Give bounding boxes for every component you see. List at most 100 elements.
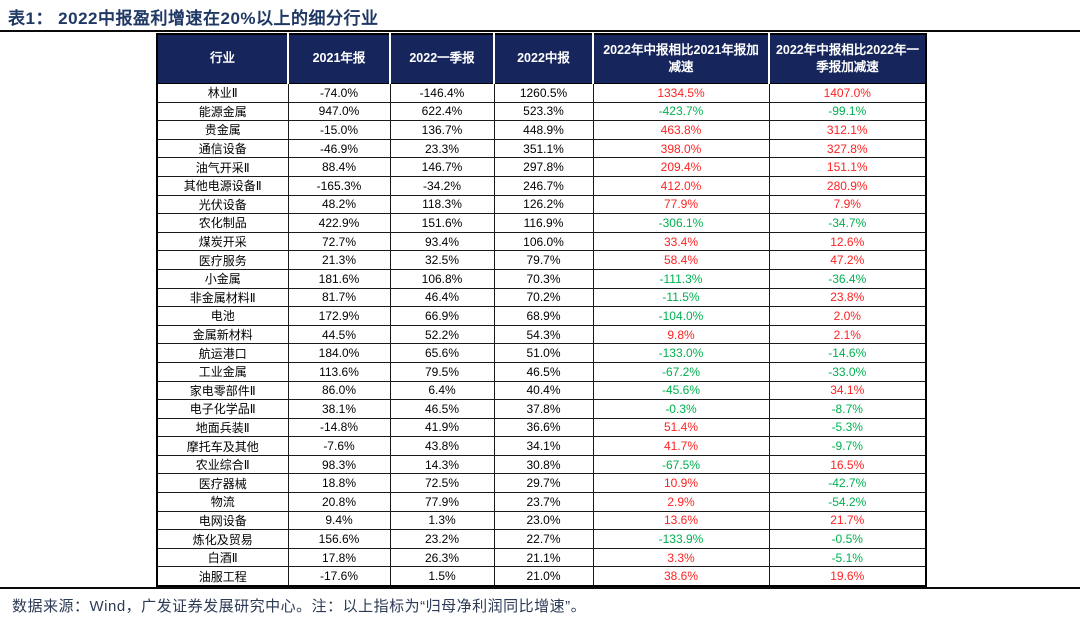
industry-cell: 物流 <box>156 492 289 512</box>
industry-cell: 煤炭开采 <box>156 231 289 252</box>
value-cell: 51.4% <box>592 417 770 438</box>
industry-growth-table: 行业 2021年报 2022一季报 2022中报 2022年中报相比2021年报… <box>156 33 927 588</box>
value-cell: 151.6% <box>389 213 495 233</box>
industry-cell: 航运港口 <box>156 343 289 363</box>
value-cell: 20.8% <box>287 492 391 512</box>
value-cell: -99.1% <box>768 101 927 122</box>
value-cell: 51.0% <box>493 343 594 363</box>
industry-cell: 摩托车及其他 <box>156 436 289 456</box>
table-header: 行业 2021年报 2022一季报 2022中报 2022年中报相比2021年报… <box>157 34 927 84</box>
value-cell: 17.8% <box>287 547 391 568</box>
value-cell: 34.1% <box>768 380 927 401</box>
column-header-2022-interim: 2022中报 <box>494 34 594 84</box>
table-row: 航运港口 184.0% 65.6% 51.0% -133.0% -14.6% <box>156 343 927 363</box>
value-cell: 448.9% <box>493 120 594 140</box>
table-bottom-divider <box>0 587 1080 589</box>
value-cell: 54.3% <box>493 324 594 345</box>
value-cell: 246.7% <box>493 175 594 196</box>
value-cell: 33.4% <box>592 231 770 252</box>
value-cell: 422.9% <box>287 213 391 233</box>
table-row: 林业Ⅱ -74.0% -146.4% 1260.5% 1334.5% 1407.0% <box>156 83 927 103</box>
value-cell: 86.0% <box>287 380 391 401</box>
value-cell: 172.9% <box>287 306 391 326</box>
value-cell: 156.6% <box>287 529 391 549</box>
industry-cell: 非金属材料Ⅱ <box>156 287 289 308</box>
value-cell: 44.5% <box>287 324 391 345</box>
value-cell: -15.0% <box>287 120 391 140</box>
value-cell: 41.9% <box>389 417 495 438</box>
value-cell: 280.9% <box>768 175 927 196</box>
value-cell: 43.8% <box>389 436 495 456</box>
value-cell: 1.5% <box>389 566 495 587</box>
value-cell: 88.4% <box>287 157 391 177</box>
value-cell: -146.4% <box>389 83 495 103</box>
table-body: 林业Ⅱ -74.0% -146.4% 1260.5% 1334.5% 1407.0% 能源金… <box>156 83 927 587</box>
value-cell: 38.1% <box>287 399 391 419</box>
table-row: 摩托车及其他 -7.6% 43.8% 34.1% 41.7% -9.7% <box>156 436 927 456</box>
value-cell: -11.5% <box>592 287 770 308</box>
value-cell: -67.5% <box>592 454 770 475</box>
value-cell: 622.4% <box>389 101 495 122</box>
industry-cell: 通信设备 <box>156 138 289 159</box>
value-cell: -0.5% <box>768 529 927 549</box>
value-cell: 126.2% <box>493 194 594 215</box>
industry-cell: 林业Ⅱ <box>156 83 289 103</box>
page-title: 表1： 2022中报盈利增速在20%以上的细分行业 <box>8 9 379 28</box>
header-row: 行业 2021年报 2022一季报 2022中报 2022年中报相比2021年报… <box>157 34 927 84</box>
value-cell: 79.7% <box>493 250 594 270</box>
column-header-industry: 行业 <box>157 34 289 84</box>
title-divider <box>0 30 1080 32</box>
value-cell: 9.4% <box>287 510 391 531</box>
industry-cell: 贵金属 <box>156 120 289 140</box>
value-cell: 38.6% <box>592 566 770 587</box>
table-row: 家电零部件Ⅱ 86.0% 6.4% 40.4% -45.6% 34.1% <box>156 380 927 401</box>
value-cell: 1.3% <box>389 510 495 531</box>
value-cell: -45.6% <box>592 380 770 401</box>
value-cell: -5.1% <box>768 547 927 568</box>
value-cell: 93.4% <box>389 231 495 252</box>
value-cell: 52.2% <box>389 324 495 345</box>
table-row: 医疗服务 21.3% 32.5% 79.7% 58.4% 47.2% <box>156 250 927 270</box>
table-row: 地面兵装Ⅱ -14.8% 41.9% 36.6% 51.4% -5.3% <box>156 417 927 438</box>
industry-cell: 农业综合Ⅱ <box>156 454 289 475</box>
value-cell: 23.8% <box>768 287 927 308</box>
table-row: 农业综合Ⅱ 98.3% 14.3% 30.8% -67.5% 16.5% <box>156 454 927 475</box>
table-row: 炼化及贸易 156.6% 23.2% 22.7% -133.9% -0.5% <box>156 529 927 549</box>
value-cell: 1334.5% <box>592 83 770 103</box>
industry-cell: 油服工程 <box>156 566 289 587</box>
table-row: 煤炭开采 72.7% 93.4% 106.0% 33.4% 12.6% <box>156 231 927 252</box>
table-row: 电网设备 9.4% 1.3% 23.0% 13.6% 21.7% <box>156 510 927 531</box>
industry-cell: 电网设备 <box>156 510 289 531</box>
industry-cell: 其他电源设备Ⅱ <box>156 175 289 196</box>
value-cell: 106.0% <box>493 231 594 252</box>
value-cell: 48.2% <box>287 194 391 215</box>
value-cell: -36.4% <box>768 268 927 289</box>
industry-cell: 小金属 <box>156 268 289 289</box>
value-cell: 523.3% <box>493 101 594 122</box>
table-row: 金属新材料 44.5% 52.2% 54.3% 9.8% 2.1% <box>156 324 927 345</box>
value-cell: 16.5% <box>768 454 927 475</box>
value-cell: 1407.0% <box>768 83 927 103</box>
value-cell: -306.1% <box>592 213 770 233</box>
value-cell: 1260.5% <box>493 83 594 103</box>
value-cell: 18.8% <box>287 473 391 494</box>
table-row: 油气开采Ⅱ 88.4% 146.7% 297.8% 209.4% 151.1% <box>156 157 927 177</box>
industry-cell: 地面兵装Ⅱ <box>156 417 289 438</box>
value-cell: -423.7% <box>592 101 770 122</box>
industry-cell: 炼化及贸易 <box>156 529 289 549</box>
value-cell: 146.7% <box>389 157 495 177</box>
value-cell: 46.5% <box>389 399 495 419</box>
value-cell: -165.3% <box>287 175 391 196</box>
value-cell: -42.7% <box>768 473 927 494</box>
industry-cell: 工业金属 <box>156 361 289 382</box>
table-row: 电子化学品Ⅱ 38.1% 46.5% 37.8% -0.3% -8.7% <box>156 399 927 419</box>
table-row: 物流 20.8% 77.9% 23.7% 2.9% -54.2% <box>156 492 927 512</box>
value-cell: -104.0% <box>592 306 770 326</box>
value-cell: -133.9% <box>592 529 770 549</box>
industry-cell: 医疗器械 <box>156 473 289 494</box>
value-cell: 21.1% <box>493 547 594 568</box>
industry-cell: 农化制品 <box>156 213 289 233</box>
industry-cell: 光伏设备 <box>156 194 289 215</box>
value-cell: 46.5% <box>493 361 594 382</box>
source-note: 数据来源：Wind，广发证券发展研究中心。注：以上指标为“归母净利润同比增速”。 <box>12 598 587 615</box>
